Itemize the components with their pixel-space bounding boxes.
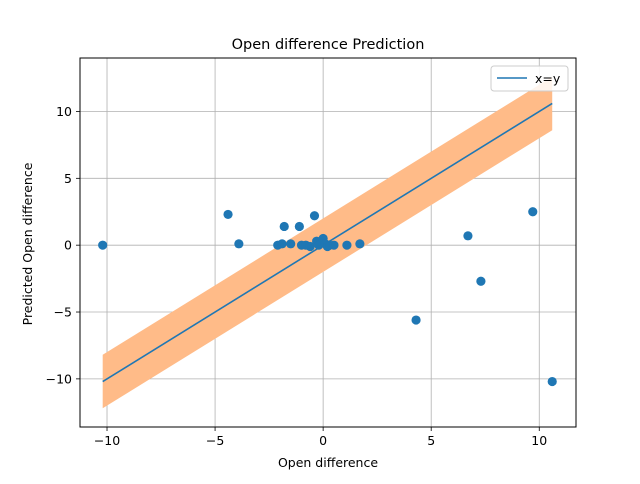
y-tick-label: −10 <box>46 371 72 386</box>
y-tick-label: 5 <box>64 171 72 186</box>
axis-ticks: −10 −5 0 5 10 −10 −5 0 5 10 <box>46 104 548 448</box>
scatter-point <box>329 240 339 250</box>
y-tick-label: 10 <box>56 104 72 119</box>
x-tick-label: −5 <box>206 433 224 448</box>
scatter-point <box>223 209 233 220</box>
scatter-point <box>98 240 108 250</box>
legend: x=y <box>490 65 569 92</box>
legend-label: x=y <box>535 71 561 86</box>
scatter-point <box>547 376 557 387</box>
y-axis-label: Predicted Open difference <box>20 162 35 325</box>
scatter-point <box>279 221 289 232</box>
scatter-point <box>476 276 486 286</box>
scatter-point <box>234 239 244 249</box>
axes-frame <box>79 57 577 428</box>
chart-title: Open difference Prediction <box>232 37 425 53</box>
scatter-point <box>309 211 320 221</box>
scatter-point <box>528 207 538 217</box>
x-axis-label: Open difference <box>278 455 378 470</box>
scatter-point <box>294 221 304 232</box>
scatter-point <box>286 239 296 249</box>
y-tick-label: −5 <box>54 305 72 320</box>
scatter-point <box>411 315 421 325</box>
scatter-point <box>277 239 287 249</box>
scatter-point <box>463 231 473 241</box>
scatter-point <box>342 240 352 250</box>
scatter-point <box>305 241 315 252</box>
x-tick-label: −10 <box>94 433 120 448</box>
x-tick-label: 5 <box>427 433 435 448</box>
x-tick-label: 10 <box>531 433 547 448</box>
scatter-points-layer <box>98 207 557 387</box>
scatter-point <box>355 239 365 249</box>
x-tick-label: 0 <box>319 433 327 448</box>
y-tick-label: 0 <box>64 238 72 253</box>
legend-box <box>490 65 569 92</box>
